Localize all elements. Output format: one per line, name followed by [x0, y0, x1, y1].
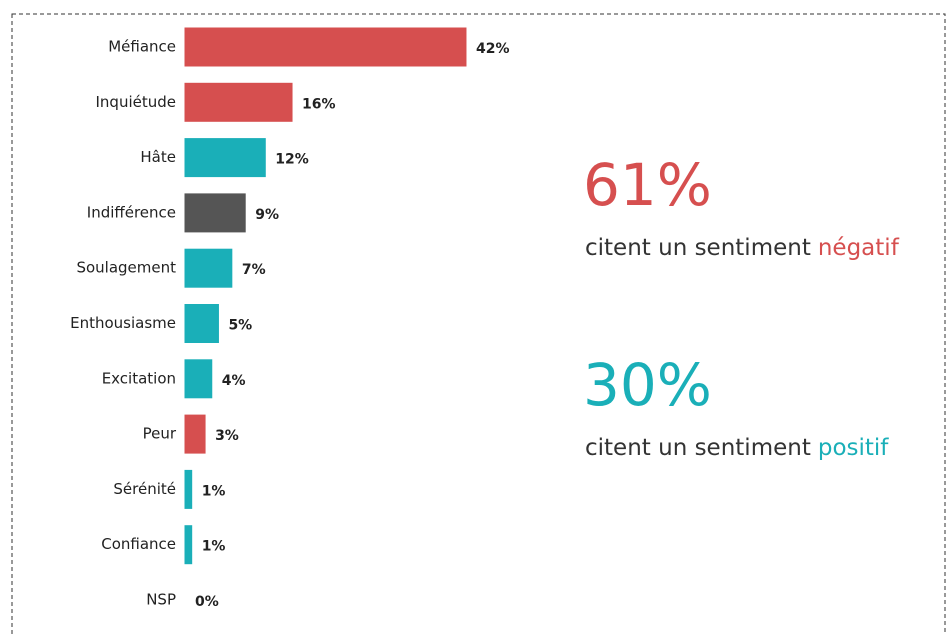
category-label: Excitation: [102, 369, 176, 387]
value-label: 0%: [195, 594, 219, 610]
annotation-phrase: citent un sentiment: [585, 435, 811, 461]
bar: [184, 414, 206, 454]
value-label: 12%: [275, 152, 309, 168]
bar: [184, 525, 193, 565]
value-label: 1%: [202, 539, 226, 555]
category-label: Méfiance: [108, 38, 176, 56]
category-label: Confiance: [101, 535, 176, 553]
annotation-value: 30%: [583, 351, 712, 419]
bar: [184, 193, 246, 233]
annotation-value: 61%: [583, 151, 712, 219]
value-label: 7%: [242, 262, 266, 278]
annotation-phrase: citent un sentiment: [585, 235, 811, 261]
value-label: 42%: [476, 41, 510, 57]
annotation-highlight: positif: [818, 435, 889, 461]
bar: [184, 248, 233, 288]
category-label: Soulagement: [76, 259, 176, 277]
bar: [184, 138, 266, 178]
category-label: Sérénité: [113, 480, 176, 498]
value-label: 1%: [202, 483, 226, 499]
value-label: 9%: [255, 207, 279, 223]
value-label: 16%: [302, 96, 336, 112]
bar: [184, 469, 193, 509]
category-label: Peur: [143, 425, 177, 443]
value-label: 5%: [228, 318, 252, 334]
category-label: Hâte: [140, 148, 176, 166]
frame: [11, 13, 946, 635]
bar: [184, 27, 467, 67]
annotation-highlight: négatif: [818, 235, 900, 261]
category-label: Indifférence: [87, 203, 176, 221]
bar: [184, 304, 219, 343]
value-label: 3%: [215, 428, 239, 444]
bar: [184, 359, 213, 399]
bar: [184, 82, 293, 122]
category-label: Inquiétude: [96, 93, 177, 111]
annotation-text: citent un sentiment négatif: [585, 235, 900, 261]
category-label: NSP: [146, 591, 176, 609]
annotation-text: citent un sentiment positif: [585, 435, 889, 461]
category-label: Enthousiasme: [70, 314, 176, 332]
value-label: 4%: [222, 373, 246, 389]
